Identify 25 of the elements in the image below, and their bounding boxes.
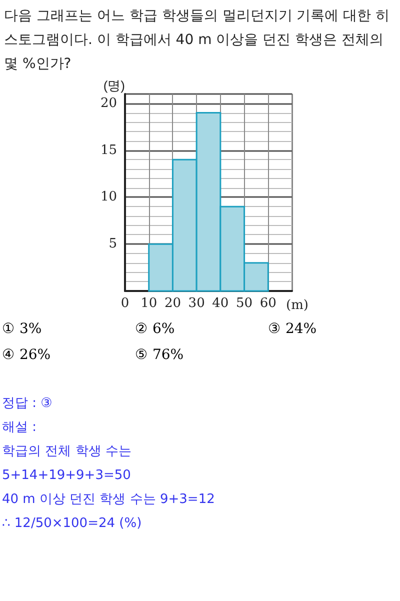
- x-tick-label: 40: [212, 296, 229, 311]
- text: 해설 :: [2, 419, 38, 437]
- text: 40 m 이상 던진 학생 수는 9+3=12: [2, 491, 216, 509]
- x-tick-label: 20: [164, 296, 181, 311]
- y-tick-label: 10: [100, 190, 117, 205]
- y-axis-title: (명): [103, 78, 125, 93]
- x-axis-title: (m): [286, 298, 308, 313]
- x-tick-label: 60: [260, 296, 276, 311]
- text: 정답 : ③: [2, 395, 54, 413]
- x-tick-label: 30: [188, 296, 205, 311]
- x-tick-label: 50: [236, 296, 253, 311]
- text: ① 3%: [2, 320, 43, 339]
- text: ⑤ 76%: [135, 346, 185, 365]
- text: ④ 26%: [2, 346, 52, 365]
- text: 5+14+19+9+3=50: [2, 467, 132, 485]
- chart-title: 다음 그래프는 어느 학급 학생들의 멀리던지기 기록에 대한 히스토그램이다. 이 학급에서 40 m 이상을 던진 학생은 전체의 몇 %인가?: [3, 7, 391, 74]
- x-tick-label: 0: [120, 296, 130, 311]
- y-tick-label: 20: [100, 96, 117, 111]
- text: 학급의 전체 학생 수는: [2, 443, 132, 461]
- text: ② 6%: [135, 320, 176, 339]
- text: ③ 24%: [268, 320, 318, 339]
- y-tick-label: 5: [108, 236, 117, 252]
- x-tick-label: 10: [140, 296, 158, 311]
- y-tick-label: 15: [100, 142, 117, 158]
- text: ∴ 12/50×100=24 (%): [2, 515, 143, 533]
